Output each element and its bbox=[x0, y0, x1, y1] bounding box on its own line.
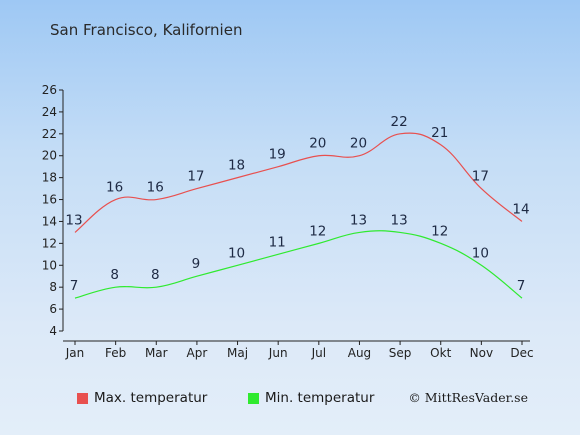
min-temperature-label: 7 bbox=[70, 278, 79, 294]
max-temperature-line bbox=[74, 132, 523, 233]
max-temperature-label: 14 bbox=[512, 201, 529, 217]
min-temperature-label: 13 bbox=[350, 212, 367, 228]
series-layer bbox=[74, 132, 523, 299]
min-temperature-label: 10 bbox=[472, 245, 489, 261]
legend-label-min: Min. temperatur bbox=[265, 390, 375, 406]
min-temperature-label: 10 bbox=[228, 245, 245, 261]
max-temperature-label: 16 bbox=[106, 180, 123, 196]
max-temperature-label: 21 bbox=[431, 125, 448, 141]
copyright-notice: © MittResVader.se bbox=[408, 390, 528, 405]
max-temperature-label: 18 bbox=[228, 158, 245, 174]
min-temperature-label: 13 bbox=[390, 212, 407, 228]
x-tick-label: Okt bbox=[430, 346, 451, 360]
max-temperature-label: 20 bbox=[350, 136, 367, 152]
x-tick-label: Maj bbox=[227, 346, 248, 360]
max-temperature-label: 17 bbox=[187, 169, 204, 185]
x-tick-label: Nov bbox=[470, 346, 493, 360]
x-tick-label: Sep bbox=[389, 346, 412, 360]
chart-title: San Francisco, Kalifornien bbox=[50, 21, 243, 39]
x-tick-label: Feb bbox=[105, 346, 126, 360]
max-temperature-label: 22 bbox=[390, 114, 407, 130]
x-tick-label: Apr bbox=[187, 346, 208, 360]
x-tick-label: Aug bbox=[348, 346, 371, 360]
x-tick-label: Dec bbox=[510, 346, 533, 360]
y-tick-label: 26 bbox=[42, 83, 57, 97]
y-tick-label: 10 bbox=[42, 258, 57, 272]
legend-item-max: Max. temperatur bbox=[77, 390, 207, 406]
legend-item-min: Min. temperatur bbox=[248, 390, 374, 406]
legend-label-max: Max. temperatur bbox=[94, 390, 208, 406]
y-tick-label: 20 bbox=[42, 149, 57, 163]
max-temperature-label: 17 bbox=[472, 169, 489, 185]
x-tick-label: Jul bbox=[311, 346, 326, 360]
x-tick-label: Jun bbox=[268, 346, 288, 360]
min-temperature-label: 12 bbox=[309, 223, 326, 239]
min-temperature-label: 11 bbox=[269, 234, 286, 250]
y-tick-label: 22 bbox=[42, 127, 57, 141]
y-tick-label: 4 bbox=[49, 324, 57, 338]
axes: 4 6 8 10 12 14 16 18 20 22 24 26 Jan Feb Mar Apr Maj Jun J… bbox=[42, 83, 534, 360]
y-tick-label: 14 bbox=[42, 214, 57, 228]
min-temperature-label: 8 bbox=[151, 267, 160, 283]
min-temperature-label: 12 bbox=[431, 223, 448, 239]
max-temperature-label: 20 bbox=[309, 136, 326, 152]
data-labels: 13 16 16 17 18 19 20 20 22 21 17 14 7 8 8 9 10 11 12 13 13 12… bbox=[65, 114, 529, 294]
y-tick-label: 18 bbox=[42, 171, 57, 185]
y-tick-label: 16 bbox=[42, 193, 57, 207]
x-tick-label: Jan bbox=[65, 346, 85, 360]
min-temperature-label: 9 bbox=[192, 256, 201, 272]
min-temperature-label: 8 bbox=[110, 267, 119, 283]
min-temperature-line bbox=[74, 230, 523, 299]
y-tick-label: 6 bbox=[49, 302, 57, 316]
min-temperature-label: 7 bbox=[517, 278, 526, 294]
y-tick-label: 24 bbox=[42, 105, 57, 119]
max-temperature-label: 13 bbox=[65, 212, 82, 228]
legend-swatch-max bbox=[77, 392, 88, 404]
x-tick-label: Mar bbox=[145, 346, 168, 360]
y-tick-label: 8 bbox=[49, 280, 57, 294]
legend-swatch-min bbox=[248, 392, 259, 404]
y-tick-label: 12 bbox=[42, 236, 57, 250]
max-temperature-label: 19 bbox=[269, 147, 286, 163]
max-temperature-label: 16 bbox=[147, 180, 164, 196]
